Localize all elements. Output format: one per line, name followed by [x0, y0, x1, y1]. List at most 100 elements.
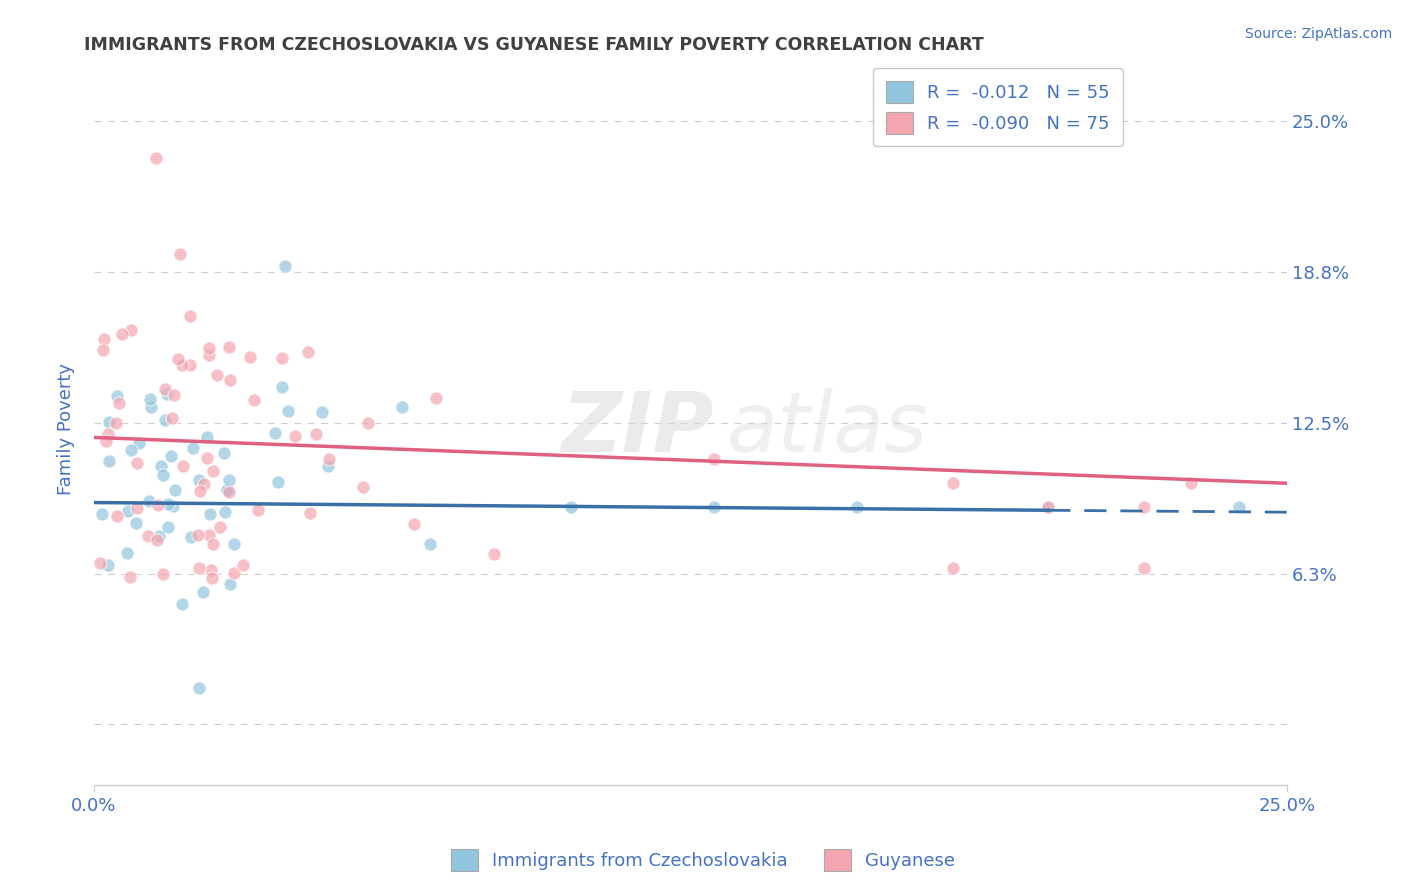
Point: [153, 413, 176, 427]
Point: [167, 352, 190, 367]
Point: [155, 387, 177, 401]
Point: [162, 411, 184, 425]
Point: [247, 503, 270, 517]
Point: [120, 442, 142, 457]
Point: [218, 340, 240, 354]
Point: [91, 507, 114, 521]
Point: [162, 499, 184, 513]
Point: [402, 516, 425, 531]
Point: [118, 570, 141, 584]
Point: [198, 348, 221, 362]
Text: atlas: atlas: [725, 389, 928, 469]
Point: [318, 451, 340, 466]
Point: [96, 434, 118, 448]
Text: Source: ZipAtlas.com: Source: ZipAtlas.com: [1244, 27, 1392, 41]
Point: [160, 449, 183, 463]
Point: [191, 585, 214, 599]
Point: [93, 343, 115, 357]
Point: [152, 566, 174, 581]
Point: [163, 483, 186, 497]
Point: [391, 400, 413, 414]
Point: [703, 500, 725, 515]
Point: [152, 468, 174, 483]
Point: [187, 528, 209, 542]
Point: [150, 459, 173, 474]
Point: [98, 415, 121, 429]
Point: [170, 359, 193, 373]
Point: [97, 426, 120, 441]
Point: [198, 528, 221, 542]
Legend: Immigrants from Czechoslovakia, Guyanese: Immigrants from Czechoslovakia, Guyanese: [443, 842, 963, 879]
Text: IMMIGRANTS FROM CZECHOSLOVAKIA VS GUYANESE FAMILY POVERTY CORRELATION CHART: IMMIGRANTS FROM CZECHOSLOVAKIA VS GUYANE…: [84, 36, 984, 54]
Point: [298, 506, 321, 520]
Point: [277, 404, 299, 418]
Point: [215, 483, 238, 497]
Point: [180, 530, 202, 544]
Point: [318, 459, 340, 474]
Point: [128, 436, 150, 450]
Point: [482, 547, 505, 561]
Point: [198, 341, 221, 355]
Point: [179, 359, 201, 373]
Point: [187, 473, 209, 487]
Point: [120, 323, 142, 337]
Point: [136, 529, 159, 543]
Point: [1132, 500, 1154, 515]
Point: [93, 332, 115, 346]
Point: [942, 476, 965, 491]
Point: [267, 475, 290, 490]
Point: [274, 259, 297, 273]
Point: [169, 247, 191, 261]
Point: [1180, 476, 1202, 491]
Point: [115, 546, 138, 560]
Point: [125, 500, 148, 515]
Point: [193, 476, 215, 491]
Point: [311, 404, 333, 418]
Point: [97, 558, 120, 572]
Point: [425, 392, 447, 406]
Point: [111, 326, 134, 341]
Point: [297, 344, 319, 359]
Point: [145, 151, 167, 165]
Point: [284, 429, 307, 443]
Point: [218, 484, 240, 499]
Point: [214, 505, 236, 519]
Point: [207, 368, 229, 382]
Point: [138, 494, 160, 508]
Point: [942, 560, 965, 574]
Point: [846, 500, 869, 515]
Point: [105, 389, 128, 403]
Point: [105, 416, 128, 430]
Point: [560, 500, 582, 515]
Point: [271, 380, 294, 394]
Point: [214, 446, 236, 460]
Point: [222, 566, 245, 581]
Point: [141, 400, 163, 414]
Point: [157, 520, 180, 534]
Point: [195, 430, 218, 444]
Point: [1036, 500, 1059, 515]
Point: [148, 529, 170, 543]
Point: [202, 537, 225, 551]
Point: [125, 516, 148, 531]
Point: [352, 481, 374, 495]
Point: [1036, 500, 1059, 515]
Point: [108, 396, 131, 410]
Point: [172, 459, 194, 474]
Point: [117, 504, 139, 518]
Point: [188, 483, 211, 498]
Point: [146, 498, 169, 512]
Point: [264, 426, 287, 441]
Text: ZIP: ZIP: [561, 389, 714, 469]
Point: [208, 520, 231, 534]
Point: [219, 577, 242, 591]
Point: [125, 456, 148, 470]
Point: [271, 351, 294, 366]
Point: [202, 464, 225, 478]
Legend: R =  -0.012   N = 55, R =  -0.090   N = 75: R = -0.012 N = 55, R = -0.090 N = 75: [873, 68, 1122, 146]
Point: [97, 454, 120, 468]
Point: [239, 350, 262, 364]
Point: [217, 483, 239, 498]
Point: [187, 681, 209, 696]
Point: [139, 392, 162, 406]
